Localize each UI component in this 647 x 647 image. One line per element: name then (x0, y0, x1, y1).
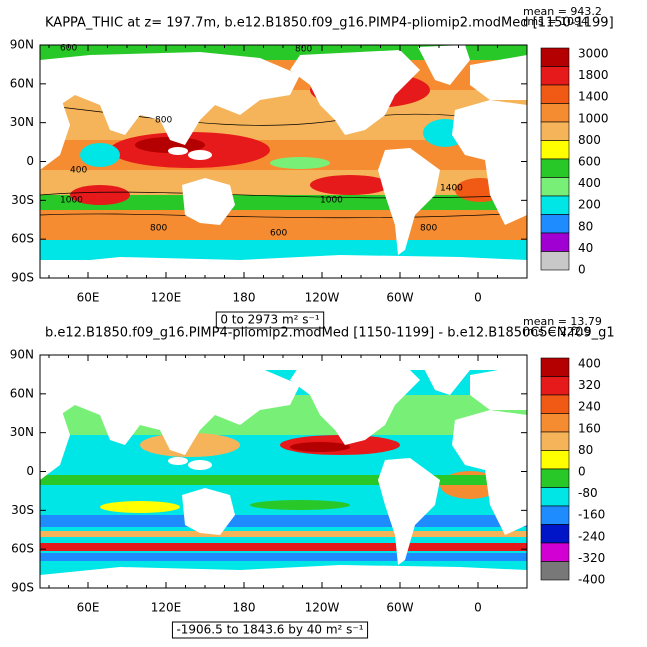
lat-label: 90S (11, 271, 34, 285)
colorbar-swatch (540, 177, 570, 197)
colorbar-swatch (540, 561, 570, 581)
lon-label: 120W (305, 291, 340, 305)
lon-label: 60E (77, 291, 100, 305)
colorbar-swatch (540, 103, 570, 123)
colorbar-label: 320 (578, 378, 601, 392)
lat-label: 30N (10, 425, 34, 439)
map-field (40, 355, 527, 588)
colorbar-swatch (540, 450, 570, 470)
colorbar-label: 200 (578, 198, 601, 212)
colorbar-label: 800 (578, 133, 601, 147)
lon-label: 180 (233, 601, 256, 615)
colorbar-label: 0 (578, 465, 586, 479)
contour-label: 800 (155, 116, 172, 126)
colorbar-swatch (540, 195, 570, 215)
lon-label: 60E (77, 601, 100, 615)
colorbar-label: 1000 (578, 111, 609, 125)
colorbar-swatch (540, 121, 570, 141)
lat-label: 30S (11, 193, 34, 207)
colorbar-label: 80 (578, 219, 593, 233)
lon-label: 0 (474, 601, 482, 615)
colorbar-swatch (540, 524, 570, 544)
colorbar-swatch (540, 214, 570, 234)
stat-label: rms = 222.5 (523, 325, 591, 338)
colorbar-swatch (540, 47, 570, 67)
range-box (215, 311, 325, 329)
colorbar-swatch (540, 158, 570, 178)
colorbar-label: 3000 (578, 47, 609, 61)
colorbar-swatch (540, 394, 570, 414)
contour-label: 600 (60, 44, 77, 54)
colorbar-swatch (540, 232, 570, 252)
colorbar-swatch (540, 487, 570, 507)
contour-label: 1000 (320, 196, 343, 206)
colorbar-label: 240 (578, 400, 601, 414)
range-box (171, 621, 369, 639)
panel-title: KAPPA_THIC at z= 197.7m, b.e12.B1850.f09… (45, 16, 614, 31)
colorbar-label: -320 (578, 551, 605, 565)
panel-title: b.e12.B1850.f09_g16.PIMP4-pliomip2.modMe… (45, 326, 615, 341)
colorbar-label: 600 (578, 155, 601, 169)
lat-label: 0 (26, 464, 34, 478)
colorbar-label: 1800 (578, 68, 609, 82)
colorbar-label: -240 (578, 529, 605, 543)
lon-label: 0 (474, 291, 482, 305)
colorbar-swatch (540, 84, 570, 104)
colorbar-swatch (540, 542, 570, 562)
contour-label: 600 (270, 229, 287, 239)
colorbar-label: 80 (578, 443, 593, 457)
lon-label: 120E (151, 291, 182, 305)
colorbar-swatch (540, 66, 570, 86)
contour-label: 1400 (440, 184, 463, 194)
colorbar-label: 400 (578, 176, 601, 190)
contour-label: 800 (150, 224, 167, 234)
lon-label: 120E (151, 601, 182, 615)
colorbar-swatch (540, 468, 570, 488)
colorbar-label: -400 (578, 573, 605, 587)
contour-label: 800 (420, 224, 437, 234)
colorbar-swatch (540, 357, 570, 377)
lat-label: 60S (11, 542, 34, 556)
colorbar-swatch (540, 251, 570, 271)
contour-label: 400 (70, 166, 87, 176)
colorbar-swatch (540, 431, 570, 451)
range-label: 0 to 2973 m² s⁻¹ (220, 313, 320, 327)
lon-label: 60W (386, 291, 413, 305)
lon-label: 60W (386, 601, 413, 615)
lat-label: 60N (10, 76, 34, 90)
lat-label: 60N (10, 386, 34, 400)
colorbar-label: 400 (578, 357, 601, 371)
lat-label: 30S (11, 503, 34, 517)
contour-label: 800 (295, 45, 312, 55)
colorbar-label: -160 (578, 508, 605, 522)
stat-label: rms = 1094 (523, 15, 588, 28)
contour-label: 1000 (60, 196, 83, 206)
colorbar-label: 160 (578, 421, 601, 435)
colorbar-label: 0 (578, 263, 586, 277)
lat-label: 90S (11, 581, 34, 595)
colorbar-label: 1400 (578, 90, 609, 104)
map-field (39, 45, 528, 278)
lat-label: 90N (10, 38, 34, 52)
lat-label: 60S (11, 232, 34, 246)
colorbar-label: -80 (578, 486, 598, 500)
colorbar-swatch (540, 376, 570, 396)
stat-label: mean = 13.79 (523, 315, 602, 328)
colorbar-swatch (540, 505, 570, 525)
lat-label: 0 (26, 154, 34, 168)
colorbar-swatch (540, 140, 570, 160)
lat-label: 90N (10, 348, 34, 362)
lon-label: 180 (233, 291, 256, 305)
lon-label: 120W (305, 601, 340, 615)
range-label: -1906.5 to 1843.6 by 40 m² s⁻¹ (176, 623, 363, 637)
colorbar-swatch (540, 413, 570, 433)
lat-label: 30N (10, 115, 34, 129)
stat-label: mean = 943.2 (523, 5, 602, 18)
colorbar-label: 40 (578, 241, 593, 255)
